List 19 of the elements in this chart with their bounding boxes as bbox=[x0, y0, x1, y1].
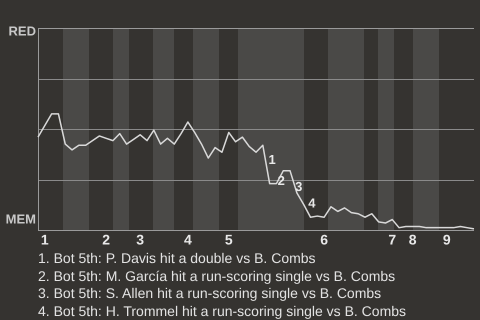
annotation: 2 bbox=[278, 173, 285, 188]
text: RED bbox=[8, 24, 36, 39]
x-tick-label: 3 bbox=[136, 231, 144, 248]
x-tick-label: 4 bbox=[184, 231, 192, 248]
x-tick-label: 6 bbox=[320, 231, 328, 248]
x-tick-label: 1 bbox=[40, 231, 49, 248]
x-tick-label: 8 bbox=[408, 231, 417, 248]
text: 2. Bot 5th: M. García hit a run-scoring single vs B. Combs bbox=[38, 268, 396, 285]
text: 4. Bot 5th: H. Trommel hit a run-scoring single vs B. Combs bbox=[38, 302, 408, 320]
text: 3. Bot 5th: S. Allen hit a run-scoring single vs B. Combs bbox=[38, 285, 382, 302]
x-tick-label: 2 bbox=[102, 231, 110, 248]
text: MEM bbox=[6, 212, 36, 227]
annotation: 1 bbox=[268, 152, 276, 167]
text: 1. Bot 5th: P. Davis hit a double vs B. Combs bbox=[38, 250, 317, 268]
x-tick-label: 7 bbox=[388, 231, 396, 248]
x-tick-label: 9 bbox=[442, 231, 451, 248]
annotation: 3 bbox=[295, 179, 302, 194]
x-tick-label: 5 bbox=[224, 231, 233, 248]
annotation: 4 bbox=[308, 195, 316, 210]
